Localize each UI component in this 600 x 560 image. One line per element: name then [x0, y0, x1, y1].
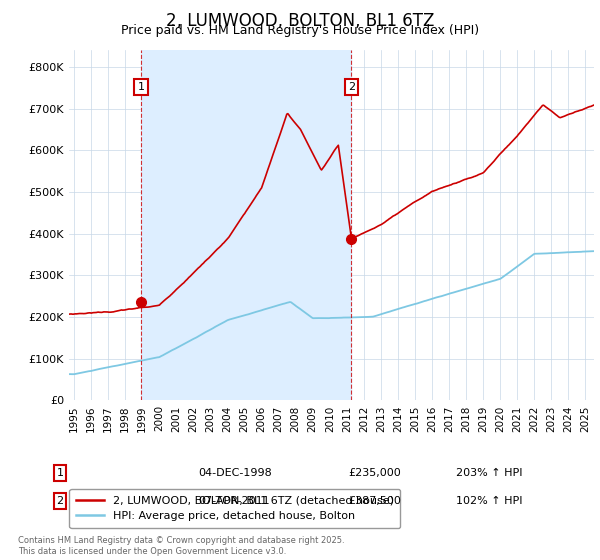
Text: £387,500: £387,500 [348, 496, 401, 506]
Text: 1: 1 [56, 468, 64, 478]
Text: £235,000: £235,000 [348, 468, 401, 478]
Legend: 2, LUMWOOD, BOLTON, BL1 6TZ (detached house), HPI: Average price, detached house: 2, LUMWOOD, BOLTON, BL1 6TZ (detached ho… [70, 489, 400, 528]
Text: 2, LUMWOOD, BOLTON, BL1 6TZ: 2, LUMWOOD, BOLTON, BL1 6TZ [166, 12, 434, 30]
Text: 07-APR-2011: 07-APR-2011 [198, 496, 269, 506]
Text: 2: 2 [56, 496, 64, 506]
Text: 2: 2 [348, 82, 355, 92]
Text: Contains HM Land Registry data © Crown copyright and database right 2025.
This d: Contains HM Land Registry data © Crown c… [18, 536, 344, 556]
Text: 04-DEC-1998: 04-DEC-1998 [198, 468, 272, 478]
Text: 102% ↑ HPI: 102% ↑ HPI [456, 496, 523, 506]
Text: 203% ↑ HPI: 203% ↑ HPI [456, 468, 523, 478]
Bar [141, 50, 352, 400]
Text: Price paid vs. HM Land Registry's House Price Index (HPI): Price paid vs. HM Land Registry's House … [121, 24, 479, 36]
Text: 1: 1 [137, 82, 145, 92]
